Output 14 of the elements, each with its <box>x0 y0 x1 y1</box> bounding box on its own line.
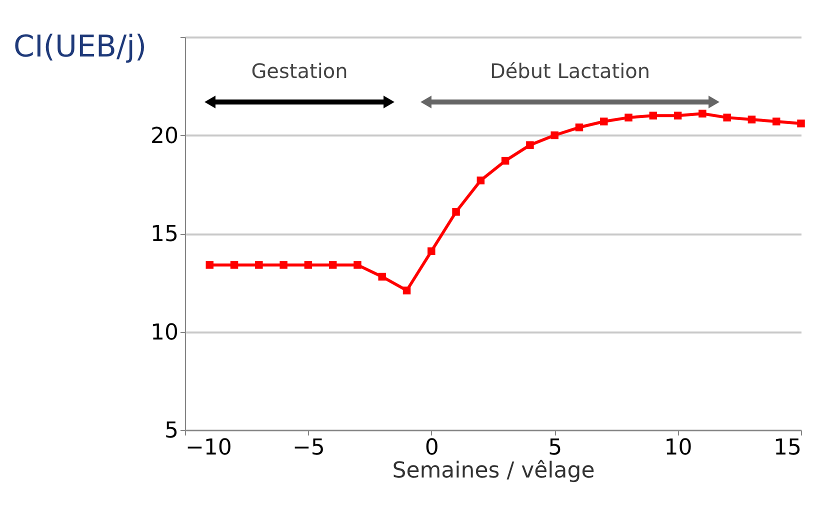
x-axis-title: Semaines / vêlage <box>392 458 595 484</box>
x-tick-label: −5 <box>292 436 325 460</box>
y-axis-title: CI(UEB/j) <box>14 30 147 64</box>
annotation: Gestation <box>251 59 348 83</box>
annotation: Début Lactation <box>490 59 650 83</box>
y-tick-label: 5 <box>164 418 178 444</box>
x-tick-label: −10 <box>186 436 232 460</box>
y-tick-label: 20 <box>150 124 178 149</box>
x-tick-label: 5 <box>548 436 562 460</box>
y-tick-label: 10 <box>150 320 178 346</box>
y-tick-label: 15 <box>150 222 178 247</box>
x-tick-label: 0 <box>424 436 439 460</box>
x-tick-label: 15 <box>774 436 802 460</box>
x-tick-label: 10 <box>664 436 692 460</box>
